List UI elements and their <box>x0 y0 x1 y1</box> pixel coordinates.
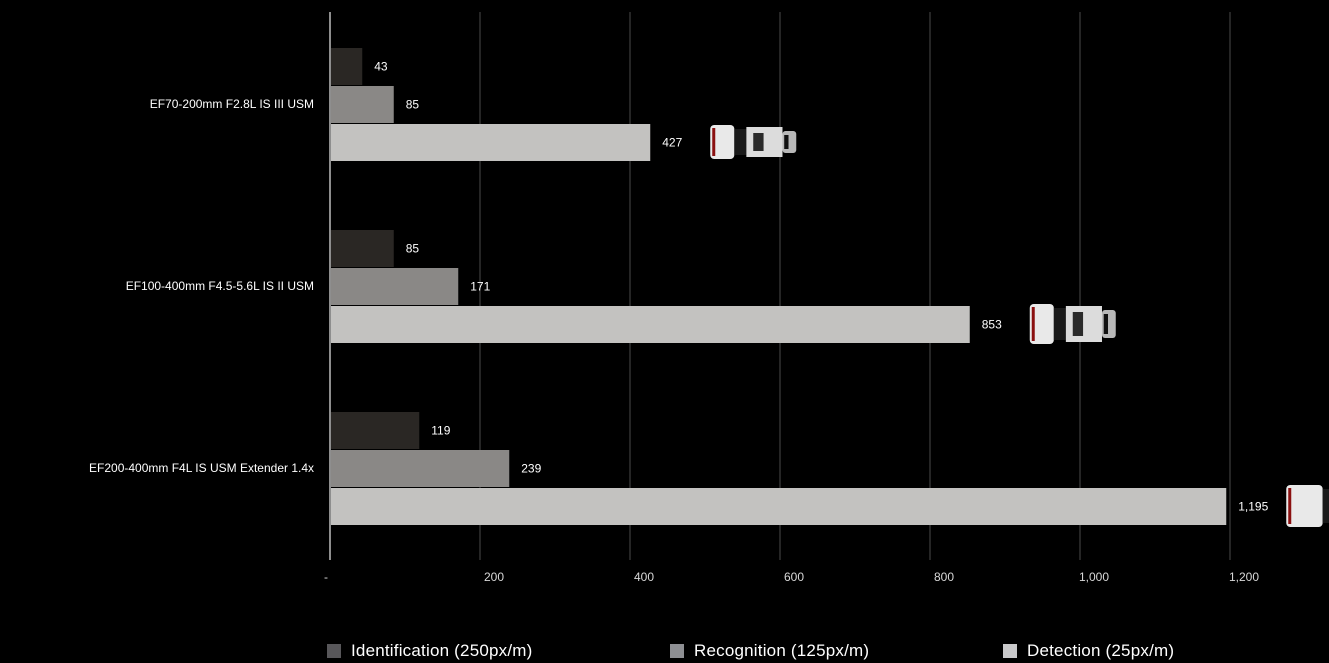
super-telephoto-lens-icon <box>1286 485 1329 527</box>
legend-swatch-detection <box>1003 644 1017 658</box>
legend: Identification (250px/m) Recognition (12… <box>0 640 1329 662</box>
bar <box>331 124 651 161</box>
bar-value-label: 119 <box>431 424 450 438</box>
bar <box>331 450 510 487</box>
bar <box>331 86 394 123</box>
bar <box>331 306 970 343</box>
bar-value-label: 43 <box>374 60 388 74</box>
x-tick-label: 600 <box>784 570 804 584</box>
legend-swatch-recognition <box>670 644 684 658</box>
bar-value-label: 427 <box>662 136 682 150</box>
bar <box>331 230 394 267</box>
bar-value-label: 853 <box>982 318 1002 332</box>
bar-value-label: 85 <box>406 98 420 112</box>
x-tick-label: 800 <box>934 570 954 584</box>
bar-value-label: 171 <box>470 280 490 294</box>
bar <box>331 48 363 85</box>
telephoto-lens-icon <box>710 125 797 159</box>
category-label: EF70-200mm F2.8L IS III USM <box>150 97 314 111</box>
x-tick-label: 200 <box>484 570 504 584</box>
x-tick-label: 1,200 <box>1229 570 1259 584</box>
x-tick-label: 1,000 <box>1079 570 1109 584</box>
legend-item-recognition: Recognition (125px/m) <box>670 640 869 662</box>
bar-value-label: 1,195 <box>1238 500 1268 514</box>
category-label: EF100-400mm F4.5-5.6L IS II USM <box>126 279 314 293</box>
bar-value-label: 239 <box>521 462 541 476</box>
legend-label-recognition: Recognition (125px/m) <box>694 641 870 660</box>
legend-label-detection: Detection (25px/m) <box>1027 641 1175 660</box>
category-label: EF200-400mm F4L IS USM Extender 1.4x <box>89 461 314 475</box>
legend-label-identification: Identification (250px/m) <box>351 641 533 660</box>
legend-item-identification: Identification (250px/m) <box>327 640 533 662</box>
legend-swatch-identification <box>327 644 341 658</box>
bar <box>331 488 1227 525</box>
bar-value-label: 85 <box>406 242 420 256</box>
zoom-lens-icon <box>1029 304 1116 344</box>
x-tick-label: - <box>324 570 328 584</box>
legend-item-detection: Detection (25px/m) <box>1003 640 1174 662</box>
x-tick-label: 400 <box>634 570 654 584</box>
bar <box>331 268 459 305</box>
bar <box>331 412 420 449</box>
